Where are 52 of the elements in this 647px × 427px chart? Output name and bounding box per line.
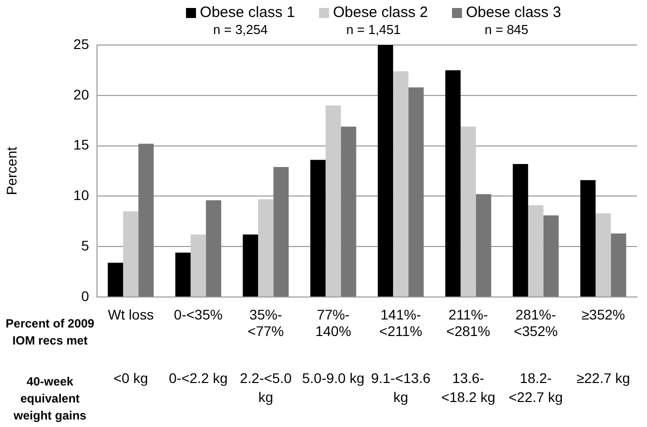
text: 5.0-9.0 kg [302,370,364,386]
bar [460,126,476,296]
bar [512,164,528,296]
x-tick-label: 141%-<211% [379,306,422,340]
legend-label: Obese class 2 n = 1,451 [332,4,428,38]
text: 9.1-<13.6 kg [370,370,431,405]
bar [242,234,258,296]
bar [310,160,326,296]
text: 18.2-<22.7 kg [508,370,563,405]
bar [580,180,596,296]
bar [476,194,492,296]
x-tick-label: 0-<35% [174,306,223,322]
x-tick-label: Wt loss [108,306,154,322]
bar [445,70,461,296]
bar [273,166,289,296]
y-tick-label: 20 [73,86,90,102]
bar [596,213,611,296]
bar [340,126,356,296]
text: 40-week equivalent weight gains [12,374,87,422]
x-tick-label: 77%-140% [315,306,352,340]
bar [258,199,274,296]
x-tick-label: 281%-<352% [514,306,558,340]
bar [190,234,206,296]
text: <0 kg [113,370,148,386]
x-axis-title: Percent of 2009 IOM recs met [6,316,95,348]
x-tick-label: ≥352% [582,306,625,322]
legend-label: Obese class 3 n = 845 [465,4,562,38]
y-tick-label: 5 [81,237,90,254]
text: 2.2-<5.0 kg [240,370,292,405]
text: ≥22.7 kg [576,370,630,386]
bar [610,233,626,296]
bar [393,71,408,296]
text: 13.6-<18.2 kg [441,370,496,405]
bar [206,200,222,296]
bar [326,105,341,296]
bar [378,45,394,296]
bar [108,262,124,296]
x-tick-label: 211%-<281% [446,306,490,340]
bar [528,205,544,296]
bar [175,252,191,296]
legend-label: Obese class 1 n = 3,254 [198,4,295,38]
bar [123,211,138,296]
bar [543,215,559,296]
bar [408,87,424,296]
y-axis-title: Percent [3,146,20,196]
y-tick-label: 10 [73,187,90,204]
x-tick-label: 35%-<77% [248,306,284,340]
y-tick-label: 0 [81,288,90,304]
bar [138,144,154,296]
y-tick-label: 25 [73,36,90,52]
text: 0-<2.2 kg [168,370,228,386]
y-tick-label: 15 [73,136,90,153]
